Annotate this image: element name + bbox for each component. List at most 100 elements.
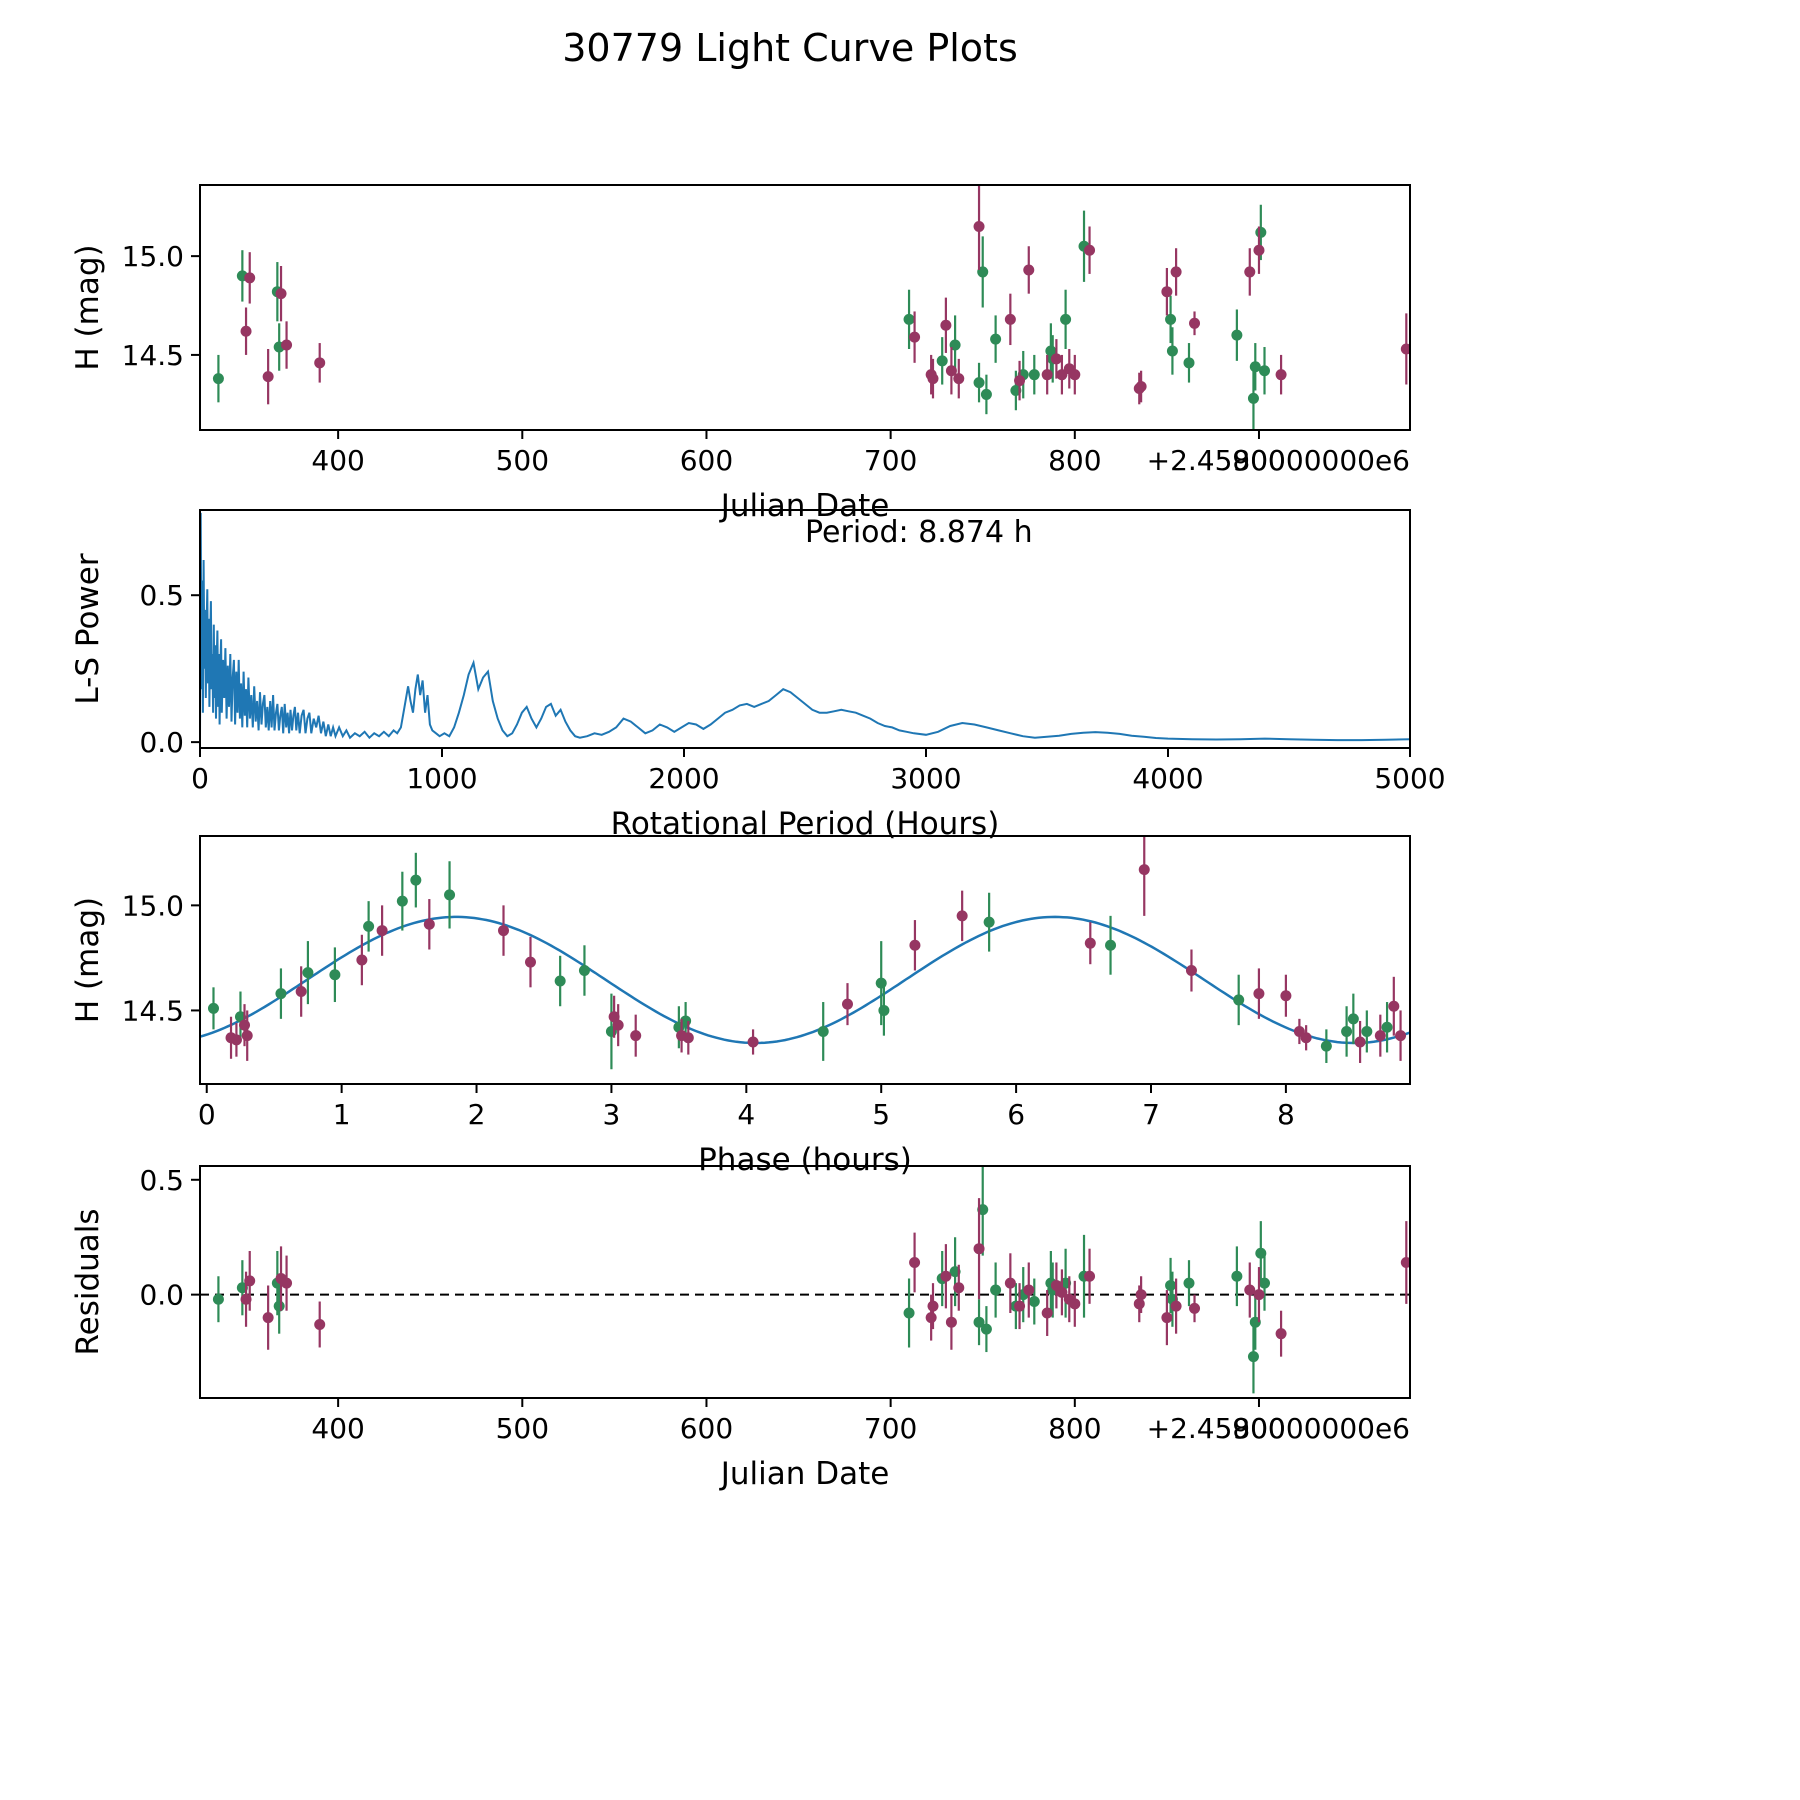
data-point bbox=[1004, 1277, 1016, 1289]
x-tick-label: 8 bbox=[1277, 1098, 1295, 1131]
data-point bbox=[1028, 1296, 1040, 1308]
data-point bbox=[878, 1004, 890, 1016]
data-point bbox=[302, 967, 314, 979]
data-point bbox=[1253, 244, 1265, 256]
data-point bbox=[1247, 392, 1259, 404]
data-point bbox=[817, 1025, 829, 1037]
data-point bbox=[1041, 1307, 1053, 1319]
data-point bbox=[423, 918, 435, 930]
data-point bbox=[1014, 1300, 1026, 1312]
data-point bbox=[973, 377, 985, 389]
axes-spines bbox=[199, 835, 1411, 1085]
x-tick-label: 900 bbox=[1232, 444, 1285, 477]
data-point bbox=[1133, 1298, 1145, 1310]
y-tick-label: 15.0 bbox=[122, 889, 184, 922]
data-point bbox=[295, 986, 307, 998]
x-tick-label: 600 bbox=[680, 444, 733, 477]
data-point bbox=[1280, 990, 1292, 1002]
data-point bbox=[230, 1034, 242, 1046]
x-axis-offset-label: +2.4580000000e6 bbox=[1147, 1412, 1410, 1445]
data-point bbox=[1028, 369, 1040, 381]
axes-spines bbox=[199, 184, 1411, 431]
data-point bbox=[953, 1282, 965, 1294]
y-tick-label: 0.5 bbox=[139, 579, 184, 612]
y-tick-label: 0.5 bbox=[139, 1164, 184, 1197]
series-residuals-purple bbox=[240, 1198, 1410, 1357]
axes-spines bbox=[199, 509, 1411, 749]
data-point bbox=[273, 1300, 285, 1312]
data-point bbox=[1233, 994, 1245, 1006]
data-point bbox=[980, 1323, 992, 1335]
data-point bbox=[262, 371, 274, 383]
x-tick-label: 0 bbox=[198, 1098, 216, 1131]
data-point bbox=[444, 889, 456, 901]
x-tick-label: 3000 bbox=[890, 762, 961, 795]
data-point bbox=[376, 925, 388, 937]
data-point bbox=[956, 910, 968, 922]
data-point bbox=[1004, 313, 1016, 325]
x-tick-label: 6 bbox=[1007, 1098, 1025, 1131]
data-point bbox=[554, 975, 566, 987]
data-point bbox=[1275, 1328, 1287, 1340]
data-point bbox=[612, 1019, 624, 1031]
data-point bbox=[314, 357, 326, 369]
data-point bbox=[747, 1036, 759, 1048]
data-point bbox=[1170, 266, 1182, 278]
data-point bbox=[1161, 286, 1173, 298]
data-point bbox=[1400, 343, 1410, 355]
data-point bbox=[841, 998, 853, 1010]
data-point bbox=[212, 373, 224, 385]
y-axis-label: H (mag) bbox=[70, 897, 106, 1023]
data-point bbox=[1255, 226, 1267, 238]
data-point bbox=[973, 1316, 985, 1328]
data-point bbox=[1014, 375, 1026, 387]
data-point bbox=[1183, 1277, 1195, 1289]
data-point bbox=[1259, 365, 1271, 377]
data-point bbox=[1189, 317, 1201, 329]
data-point bbox=[1069, 1298, 1081, 1310]
data-point bbox=[281, 1277, 293, 1289]
data-point bbox=[1341, 1025, 1353, 1037]
x-tick-label: 1000 bbox=[406, 762, 477, 795]
x-tick-label: 800 bbox=[1048, 444, 1101, 477]
series-observations-green bbox=[212, 204, 1271, 430]
data-point bbox=[1244, 1284, 1256, 1296]
y-tick-label: 14.5 bbox=[122, 339, 184, 372]
data-point bbox=[630, 1030, 642, 1042]
x-tick-label: 700 bbox=[864, 1412, 917, 1445]
x-tick-label: 0 bbox=[191, 762, 209, 795]
x-axis-offset-label: +2.4580000000e6 bbox=[1147, 444, 1410, 477]
plot-area-jd-lightcurve bbox=[212, 185, 1410, 430]
data-point bbox=[241, 1030, 253, 1042]
x-tick-label: 3 bbox=[603, 1098, 621, 1131]
subplot-jd-lightcurve: 400 500 600 700 800 900 14.5 15.0 Julian Date H (… bbox=[70, 184, 1411, 524]
data-point bbox=[990, 333, 1002, 345]
data-point bbox=[234, 1011, 246, 1023]
plot-area-phase-folded bbox=[200, 836, 1410, 1070]
data-point bbox=[936, 355, 948, 367]
data-point bbox=[1374, 1030, 1386, 1042]
y-tick-label: 15.0 bbox=[122, 240, 184, 273]
x-tick-label: 500 bbox=[496, 1412, 549, 1445]
data-point bbox=[1300, 1032, 1312, 1044]
data-point bbox=[363, 920, 375, 932]
data-point bbox=[498, 925, 510, 937]
x-tick-label: 4 bbox=[737, 1098, 755, 1131]
data-point bbox=[1069, 369, 1081, 381]
data-point bbox=[1084, 937, 1096, 949]
x-tick-label: 600 bbox=[680, 1412, 733, 1445]
data-point bbox=[927, 373, 939, 385]
y-axis-label: Residuals bbox=[70, 1208, 106, 1355]
subplot-periodogram: Period: 8.874 h 0 1000 2000 3000 4000 5000 0.0 0… bbox=[70, 509, 1446, 842]
data-point bbox=[244, 272, 256, 284]
data-point bbox=[1135, 381, 1147, 393]
x-tick-label: 5000 bbox=[1374, 762, 1445, 795]
data-point bbox=[1105, 939, 1117, 951]
data-point bbox=[1183, 357, 1195, 369]
data-point bbox=[682, 1032, 694, 1044]
data-point bbox=[1023, 264, 1035, 276]
data-point bbox=[1185, 965, 1197, 977]
y-tick-label: 14.5 bbox=[122, 994, 184, 1027]
